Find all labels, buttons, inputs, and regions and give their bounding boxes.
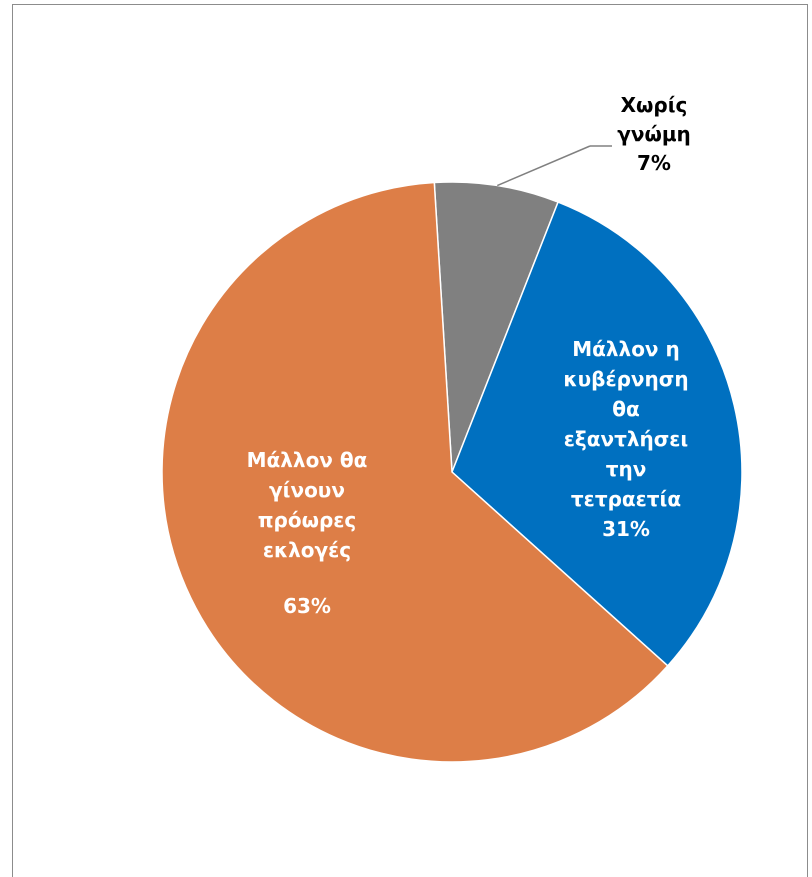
slice-label-line: κυβέρνηση <box>563 367 688 391</box>
slice-label-line: τετραετία <box>571 487 681 511</box>
slice-value-label: 31% <box>602 517 650 541</box>
slice-label-line: Μάλλον η <box>572 337 680 361</box>
slice-label-line: την <box>606 457 647 481</box>
slice-label-line: πρόωρες <box>258 508 357 532</box>
slice-early-elections-label: Μάλλον θα γίνουν πρόωρες εκλογές 63% <box>247 448 368 618</box>
slice-label-line: Χωρίς <box>621 93 688 117</box>
slice-value-label: 7% <box>637 151 671 175</box>
slice-label-line: γίνουν <box>269 478 345 502</box>
slice-no-opinion <box>433 181 560 473</box>
slice-no-opinion-label: Χωρίς γνώμη 7% <box>617 93 691 175</box>
slice-value-label: 63% <box>283 594 331 618</box>
slice-label-line: θα <box>612 397 639 421</box>
slice-label-line: Μάλλον θα <box>247 448 368 472</box>
slice-label-line: εξαντλήσει <box>564 427 688 451</box>
leader-line-no-opinion <box>496 145 591 187</box>
slice-government-full-term-label: Μάλλον η κυβέρνηση θα εξαντλήσει την τετραετί… <box>563 337 688 541</box>
slice-early-elections <box>161 181 669 763</box>
slice-government-full-term <box>451 201 743 667</box>
slice-label-line: γνώμη <box>617 122 691 146</box>
slice-label-line: εκλογές <box>263 538 351 562</box>
